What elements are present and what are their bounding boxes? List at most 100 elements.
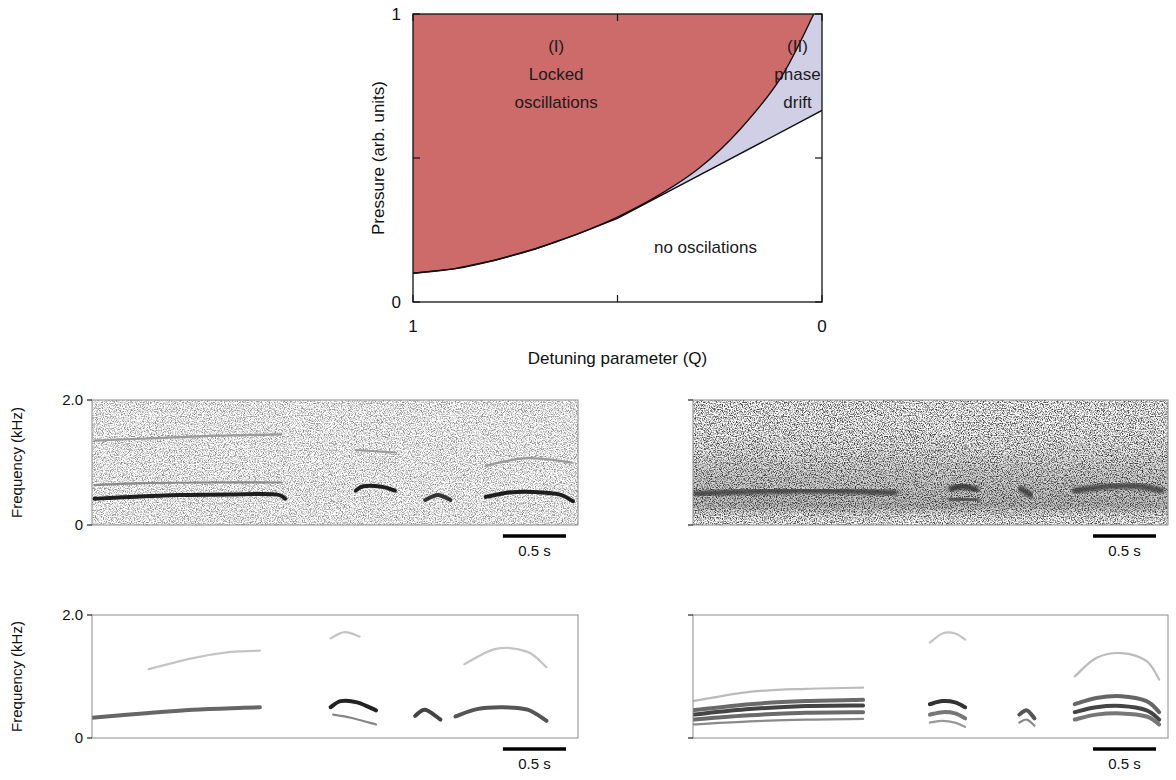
region-label: drift <box>783 93 812 112</box>
trace <box>464 648 546 667</box>
plot-area <box>693 400 1168 525</box>
y-tick <box>87 614 92 615</box>
noise-band <box>693 400 1168 525</box>
figure: 1001Detuning parameter (Q)Pressure (arb.… <box>0 0 1176 780</box>
phase-diagram: 1001Detuning parameter (Q)Pressure (arb.… <box>369 5 827 368</box>
plot-area <box>92 615 578 738</box>
trace <box>486 458 572 466</box>
trace <box>331 632 360 638</box>
scale-bar-label: 0.5 s <box>1108 755 1141 772</box>
noise <box>693 400 1168 525</box>
trace <box>693 719 863 725</box>
trace <box>930 712 965 718</box>
y-tick <box>87 524 92 525</box>
trace <box>930 632 965 642</box>
trace <box>356 486 395 491</box>
trace <box>1075 653 1159 680</box>
y-tick <box>815 157 822 158</box>
y-tick-label: 2.0 <box>62 391 83 408</box>
plot-area <box>693 615 1168 738</box>
trace <box>951 486 976 490</box>
background <box>92 615 578 738</box>
trace <box>1019 719 1034 725</box>
frame <box>413 14 822 302</box>
trace <box>1075 486 1162 491</box>
y-tick <box>688 399 693 400</box>
spectrogram-panel: 0 2.0 Frequency (kHz) 0.5 s <box>8 606 578 772</box>
scale-bar-label: 0.5 s <box>518 755 551 772</box>
trace <box>1019 710 1034 718</box>
noise <box>92 400 578 525</box>
region-label: no oscilations <box>654 238 757 257</box>
x-axis-title: Detuning parameter (Q) <box>528 349 708 368</box>
x-tick <box>412 14 413 21</box>
y-tick-label: 0 <box>75 729 83 746</box>
trace <box>1021 489 1031 495</box>
trace <box>486 492 573 502</box>
trace <box>95 494 286 499</box>
y-axis-title: Frequency (kHz) <box>8 621 25 732</box>
trace <box>333 715 376 725</box>
spectrogram-panel: 0 2.0 Frequency (kHz) 0.5 s <box>8 391 578 559</box>
region-label: (I) <box>548 37 564 56</box>
background <box>693 615 1168 738</box>
region-fill <box>413 14 822 273</box>
trace <box>456 707 547 721</box>
x-tick <box>821 14 822 21</box>
y-tick <box>688 614 693 615</box>
spectrogram-panel: 0.5 s <box>688 400 1168 559</box>
trace <box>92 707 260 717</box>
boundary-line <box>413 110 822 273</box>
x-tick <box>821 295 822 302</box>
scale-bar <box>503 747 566 751</box>
trace <box>951 499 976 500</box>
trace <box>1075 713 1159 724</box>
y-axis-title: Pressure (arb. units) <box>369 81 388 235</box>
y-tick-label: 1 <box>392 5 401 24</box>
scale-bar-label: 0.5 s <box>1108 542 1141 559</box>
y-tick-label: 0 <box>392 293 401 312</box>
y-tick <box>87 737 92 738</box>
scale-bar-label: 0.5 s <box>518 542 551 559</box>
x-tick <box>617 295 618 302</box>
trace <box>331 701 376 711</box>
y-tick <box>815 301 822 302</box>
trace <box>1075 696 1159 712</box>
trace <box>95 482 282 485</box>
region-fill <box>413 14 814 273</box>
trace <box>930 721 965 727</box>
frame <box>693 615 1168 738</box>
region-label: phase <box>774 65 820 84</box>
trace <box>696 491 895 494</box>
scale-bar <box>1093 534 1156 538</box>
region-label: oscillations <box>515 93 598 112</box>
plot-area <box>92 400 578 525</box>
trace <box>425 495 450 500</box>
region-label: (II) <box>787 37 808 56</box>
y-tick <box>413 301 420 302</box>
background <box>92 400 578 525</box>
x-tick <box>412 295 413 302</box>
y-tick-label: 0 <box>75 516 83 533</box>
plot-area <box>413 14 822 273</box>
frame <box>693 400 1168 525</box>
spectrogram-panel: 0.5 s <box>688 615 1168 772</box>
trace <box>693 700 863 710</box>
frame <box>92 615 578 738</box>
trace <box>95 434 282 440</box>
boundary-line <box>413 14 814 273</box>
y-tick <box>87 399 92 400</box>
trace <box>930 701 965 707</box>
scale-bar <box>503 534 566 538</box>
scale-bar <box>1093 747 1156 751</box>
background <box>693 400 1168 525</box>
x-tick-label: 0 <box>817 317 826 336</box>
y-tick <box>413 13 420 14</box>
y-tick <box>688 737 693 738</box>
y-axis-title: Frequency (kHz) <box>8 407 25 518</box>
trace <box>149 651 260 669</box>
trace <box>356 450 395 453</box>
trace <box>693 688 863 702</box>
y-tick-label: 2.0 <box>62 606 83 623</box>
x-tick-label: 1 <box>408 317 417 336</box>
